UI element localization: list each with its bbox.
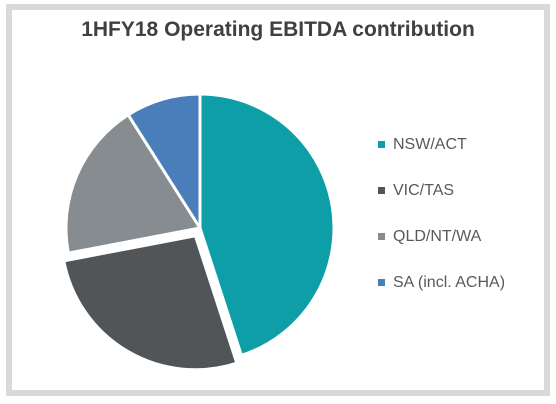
chart-legend: NSW/ACT VIC/TAS QLD/NT/WA SA (incl. ACHA… bbox=[378, 133, 505, 317]
legend-label: VIC/TAS bbox=[393, 181, 455, 199]
pie-slice-sa-incl-acha bbox=[126, 92, 202, 230]
legend-label: NSW/ACT bbox=[393, 135, 467, 153]
legend-swatch bbox=[378, 187, 385, 194]
legend-swatch bbox=[378, 279, 385, 286]
legend-item-vic-tas: VIC/TAS bbox=[378, 179, 505, 202]
legend-swatch bbox=[378, 141, 385, 148]
legend-swatch bbox=[378, 233, 385, 240]
legend-label: SA (incl. ACHA) bbox=[393, 273, 506, 291]
pie-slice-nsw-act bbox=[198, 92, 336, 357]
legend-item-sa: SA (incl. ACHA) bbox=[378, 271, 505, 294]
pie-slice-qld-nt-wa bbox=[64, 113, 202, 255]
legend-label: QLD/NT/WA bbox=[393, 227, 482, 245]
legend-item-nsw-act: NSW/ACT bbox=[378, 133, 505, 156]
chart-title: 1HFY18 Operating EBITDA contribution bbox=[81, 18, 475, 41]
legend-item-qld-nt-wa: QLD/NT/WA bbox=[378, 225, 505, 248]
pie-slice-vic-tas bbox=[62, 234, 239, 372]
